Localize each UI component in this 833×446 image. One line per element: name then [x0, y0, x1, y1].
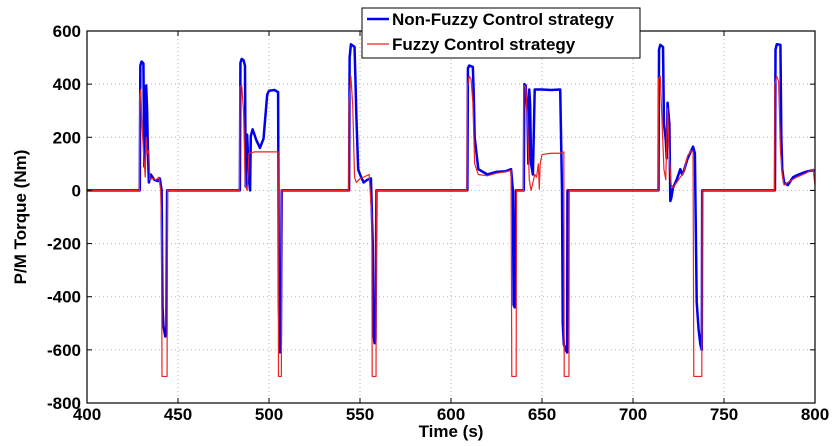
series-layer — [87, 43, 815, 378]
legend-label-non-fuzzy: Non-Fuzzy Control strategy — [392, 10, 614, 29]
tick-labels: 400 450 500 550 600 650 700 750 800 -800 -600 -400 -… — [47, 22, 829, 424]
x-axis-title: Time (s) — [419, 422, 484, 441]
x-tick-label: 650 — [528, 405, 556, 424]
y-tick-label: 600 — [53, 22, 81, 41]
y-tick-label: -400 — [47, 288, 81, 307]
x-tick-label: 450 — [164, 405, 192, 424]
x-tick-label: 600 — [437, 405, 465, 424]
y-tick-label: -800 — [47, 394, 81, 413]
series-line-fuzzy — [87, 75, 815, 378]
legend-box — [361, 7, 641, 59]
y-axis-title: P/M Torque (Nm) — [11, 150, 30, 285]
y-tick-label: -600 — [47, 341, 81, 360]
y-tick-label: 400 — [53, 75, 81, 94]
legend-label-fuzzy: Fuzzy Control strategy — [392, 35, 576, 54]
x-tick-label: 700 — [619, 405, 647, 424]
x-tick-label: 550 — [346, 405, 374, 424]
legend: Non-Fuzzy Control strategy Fuzzy Control… — [361, 7, 641, 59]
y-tick-label: -200 — [47, 235, 81, 254]
x-tick-label: 800 — [801, 405, 829, 424]
x-tick-label: 500 — [255, 405, 283, 424]
y-tick-label: 0 — [72, 181, 81, 200]
y-tick-label: 200 — [53, 128, 81, 147]
x-tick-label: 400 — [73, 405, 101, 424]
x-tick-label: 750 — [710, 405, 738, 424]
